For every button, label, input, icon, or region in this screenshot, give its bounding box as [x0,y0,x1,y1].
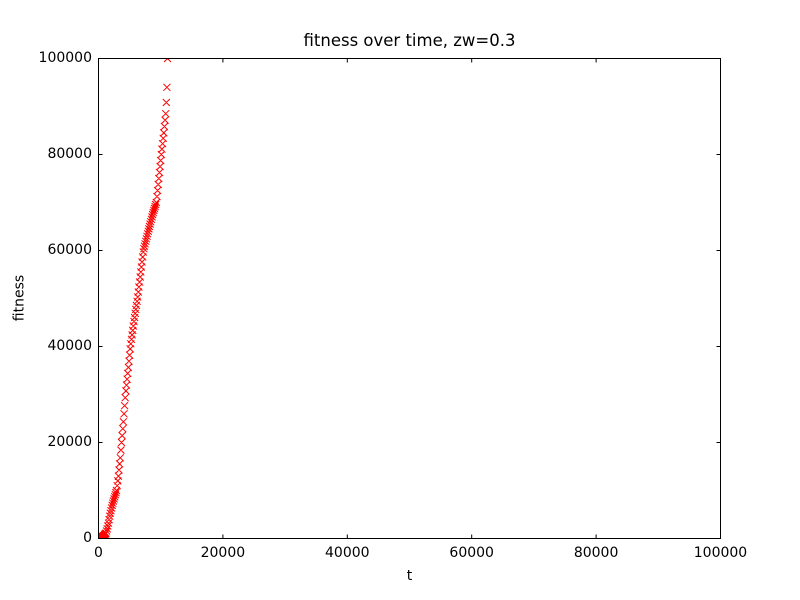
x-tick-label: 40000 [325,545,370,561]
y-tick-label: 80000 [47,146,92,162]
y-tick-label: 100000 [38,50,92,66]
y-tick-label: 0 [83,530,92,546]
axis-ticks [98,58,721,539]
x-axis-label: t [406,568,413,584]
y-tick-label: 20000 [47,434,92,450]
chart-title: fitness over time, zw=0.3 [303,31,516,50]
x-tick-label: 100000 [693,545,748,561]
plot-area [98,58,721,539]
x-tick-label: 60000 [449,545,494,561]
y-tick-label: 60000 [47,242,92,258]
fitness-series-markers [99,59,172,538]
scatter-markers [99,59,172,538]
y-tick-label: 40000 [47,338,92,354]
plot-frame [98,58,721,539]
x-tick-label: 80000 [573,545,619,561]
x-tick-label: 20000 [200,545,246,561]
x-tick-label: 0 [94,545,103,561]
y-axis-label-text: fitness [11,274,28,322]
